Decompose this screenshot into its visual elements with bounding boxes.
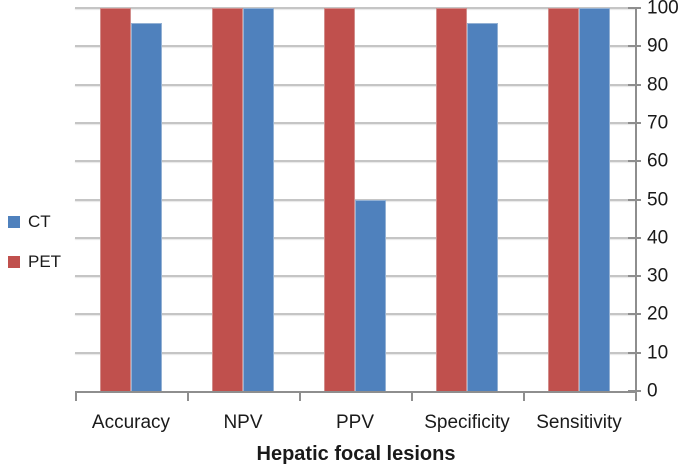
legend-item-ct: CT [8, 212, 51, 232]
y-axis-label-80: 80 [647, 74, 669, 96]
x-category-label-sensitivity: Sensitivity [536, 412, 622, 433]
y-axis-label-30: 30 [647, 265, 669, 287]
y-axis-tick-20 [628, 313, 641, 316]
y-axis-tick-80 [628, 83, 641, 86]
y-axis-label-10: 10 [647, 342, 669, 364]
bar-group-specificity [411, 8, 523, 391]
y-axis-label-90: 90 [647, 35, 669, 57]
ct-legend-swatch-icon [8, 216, 20, 228]
y-axis-tick-10 [628, 351, 641, 354]
bar-ct-npv [243, 8, 274, 391]
y-axis-tick-60 [628, 160, 641, 163]
legend-label-ct: CT [28, 212, 51, 231]
bar-pet-accuracy [100, 8, 131, 391]
y-axis-tick-40 [628, 236, 641, 239]
y-axis-label-20: 20 [647, 303, 669, 325]
x-category-label-ppv: PPV [335, 412, 375, 433]
bar-groups [75, 8, 635, 391]
x-category-label-npv: NPV [223, 412, 263, 433]
legend-item-pet: PET [8, 252, 61, 272]
y-axis-label-60: 60 [647, 150, 669, 172]
y-axis-tick-70 [628, 121, 641, 124]
gridline-60 [75, 160, 635, 163]
x-axis-tick [411, 393, 413, 401]
gridline-80 [75, 83, 635, 86]
x-axis-tick [523, 393, 525, 401]
bar-pet-ppv [324, 8, 355, 391]
y-axis-label-0: 0 [647, 380, 658, 402]
plot-area [75, 7, 637, 393]
legend-label-pet: PET [28, 252, 62, 271]
y-axis-label-50: 50 [647, 189, 669, 210]
bar-group-npv [187, 8, 299, 391]
gridline-70 [75, 121, 635, 124]
bar-group-accuracy [75, 8, 187, 391]
y-axis-tick-0 [628, 390, 641, 392]
x-axis-title: Hepatic focal lesions [256, 443, 456, 465]
y-axis-label-40: 40 [647, 227, 669, 249]
y-axis-tick-90 [628, 45, 641, 48]
y-axis-label-70: 70 [647, 112, 669, 134]
bar-group-sensitivity [523, 8, 635, 391]
bar-ct-ppv [355, 199, 386, 391]
y-axis-tick-30 [628, 275, 641, 278]
x-category-label-accuracy: Accuracy [91, 412, 171, 433]
gridline-90 [75, 45, 635, 48]
bar-pet-specificity [436, 8, 467, 391]
bar-ct-accuracy [131, 23, 162, 391]
x-axis-tick [187, 393, 189, 401]
x-axis-tick [299, 393, 301, 401]
gridline-100 [75, 7, 635, 9]
pet-legend-swatch-icon [8, 256, 20, 268]
bar-ct-specificity [467, 23, 498, 391]
y-axis-tick-50 [628, 198, 641, 201]
x-axis-tick [75, 393, 77, 401]
bar-pet-sensitivity [548, 8, 579, 391]
bar-ct-sensitivity [579, 8, 610, 391]
x-axis-tick [635, 393, 637, 401]
y-axis-label-100: 100 [647, 0, 679, 19]
y-axis-tick-100 [628, 7, 641, 9]
bar-group-ppv [299, 8, 411, 391]
bar-pet-npv [212, 8, 243, 391]
x-category-label-specificity: Specificity [424, 412, 510, 433]
